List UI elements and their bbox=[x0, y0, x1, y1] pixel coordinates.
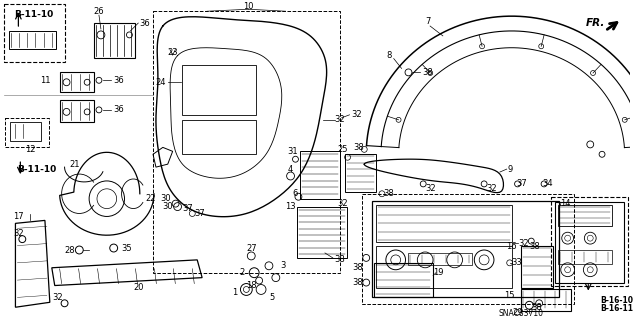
Text: 16: 16 bbox=[506, 241, 517, 250]
Text: 25: 25 bbox=[337, 145, 348, 154]
Text: 34: 34 bbox=[543, 179, 554, 189]
Bar bbox=[60, 72, 94, 92]
Text: 38: 38 bbox=[334, 256, 345, 264]
Text: B-16-10: B-16-10 bbox=[600, 296, 633, 305]
Text: 33: 33 bbox=[511, 258, 522, 267]
Bar bbox=[182, 120, 256, 154]
Bar bbox=[558, 250, 612, 264]
Text: B-16-11: B-16-11 bbox=[600, 304, 633, 313]
Bar bbox=[94, 23, 135, 58]
Bar bbox=[522, 289, 571, 311]
Text: 18: 18 bbox=[246, 281, 257, 290]
Text: 37: 37 bbox=[194, 209, 205, 218]
Text: 38: 38 bbox=[383, 189, 394, 198]
Text: 29: 29 bbox=[512, 308, 523, 317]
Bar bbox=[60, 100, 94, 122]
Bar bbox=[362, 194, 573, 304]
Text: 38: 38 bbox=[352, 278, 363, 287]
Text: 30: 30 bbox=[161, 194, 171, 203]
Text: 38: 38 bbox=[529, 241, 540, 250]
Text: 32: 32 bbox=[337, 199, 348, 208]
Text: 32: 32 bbox=[334, 115, 345, 124]
Text: 3: 3 bbox=[280, 261, 285, 270]
Bar bbox=[300, 151, 340, 199]
Bar bbox=[153, 11, 340, 273]
Text: 11: 11 bbox=[40, 76, 50, 85]
Text: 32: 32 bbox=[486, 184, 497, 193]
Text: 31: 31 bbox=[287, 147, 298, 156]
Text: 14: 14 bbox=[561, 199, 571, 208]
Text: SNAC83710: SNAC83710 bbox=[499, 309, 544, 318]
Text: 4: 4 bbox=[288, 165, 293, 174]
Text: 23: 23 bbox=[167, 48, 178, 57]
Bar bbox=[10, 122, 41, 141]
Text: 21: 21 bbox=[69, 160, 79, 169]
Text: 2: 2 bbox=[240, 268, 245, 277]
Text: 36: 36 bbox=[140, 19, 150, 27]
Text: 32: 32 bbox=[351, 110, 362, 119]
Text: 12: 12 bbox=[25, 145, 35, 154]
Bar bbox=[182, 65, 256, 115]
Text: 38: 38 bbox=[353, 143, 364, 152]
Text: 32: 32 bbox=[52, 293, 63, 302]
Text: 37: 37 bbox=[182, 204, 193, 213]
Text: 36: 36 bbox=[113, 105, 124, 115]
Text: 36: 36 bbox=[113, 76, 124, 85]
Text: FR.: FR. bbox=[586, 18, 605, 28]
Bar bbox=[558, 204, 612, 226]
Text: 32: 32 bbox=[426, 184, 436, 193]
Text: B-11-10: B-11-10 bbox=[17, 165, 57, 174]
Text: 9: 9 bbox=[507, 165, 512, 174]
Text: 10: 10 bbox=[243, 2, 253, 11]
Text: 24: 24 bbox=[156, 78, 166, 87]
Text: 32: 32 bbox=[518, 239, 529, 248]
Bar bbox=[522, 246, 553, 287]
Text: 30: 30 bbox=[163, 202, 173, 211]
Text: 19: 19 bbox=[433, 268, 443, 277]
Text: 38: 38 bbox=[423, 68, 433, 77]
Text: 17: 17 bbox=[13, 212, 24, 221]
Text: 20: 20 bbox=[133, 283, 143, 292]
Text: 1: 1 bbox=[232, 288, 237, 297]
Text: 15: 15 bbox=[504, 291, 515, 300]
Text: B-11-10: B-11-10 bbox=[15, 10, 54, 19]
Bar bbox=[4, 4, 65, 62]
Text: 37: 37 bbox=[516, 179, 527, 189]
Text: 38: 38 bbox=[531, 303, 541, 312]
Text: 13: 13 bbox=[285, 202, 296, 211]
Bar bbox=[555, 202, 623, 283]
Text: 35: 35 bbox=[121, 243, 132, 253]
Bar bbox=[374, 263, 433, 297]
Text: 7: 7 bbox=[426, 17, 431, 26]
Text: 38: 38 bbox=[352, 263, 363, 272]
Text: 27: 27 bbox=[246, 243, 257, 253]
Bar bbox=[344, 154, 376, 192]
Bar bbox=[8, 31, 56, 49]
Text: 28: 28 bbox=[64, 246, 75, 255]
Bar bbox=[4, 118, 49, 147]
Text: 32: 32 bbox=[13, 229, 24, 238]
Text: 5: 5 bbox=[269, 293, 275, 302]
Bar bbox=[408, 253, 472, 265]
Bar bbox=[298, 207, 347, 258]
Bar bbox=[372, 201, 559, 297]
Text: 8: 8 bbox=[386, 51, 392, 60]
Text: 26: 26 bbox=[93, 7, 104, 16]
Bar bbox=[551, 197, 628, 286]
Bar bbox=[376, 246, 511, 287]
Text: 6: 6 bbox=[292, 189, 298, 198]
Bar bbox=[376, 204, 511, 242]
Text: 22: 22 bbox=[146, 194, 156, 203]
